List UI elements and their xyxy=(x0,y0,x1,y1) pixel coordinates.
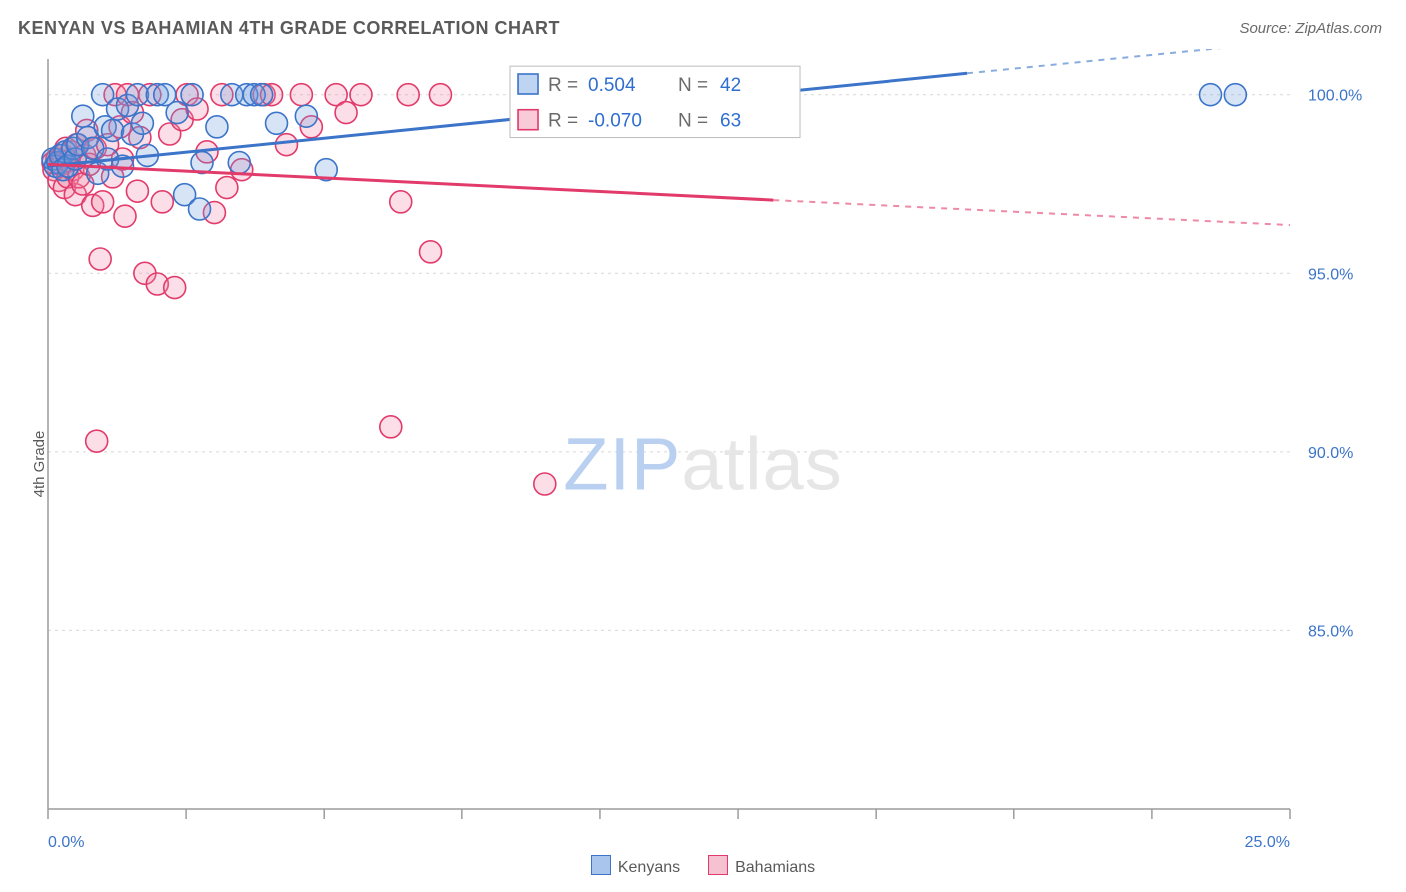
data-point xyxy=(131,112,153,134)
stat-legend-swatch xyxy=(518,110,538,130)
data-point xyxy=(266,112,288,134)
stat-legend-text: 0.504 xyxy=(588,75,636,96)
legend-swatch xyxy=(591,855,611,875)
y-tick-label: 90.0% xyxy=(1308,445,1353,462)
source-label: Source: ZipAtlas.com xyxy=(1239,20,1382,37)
stat-legend-text: N = xyxy=(678,111,708,132)
stat-legend-text: R = xyxy=(548,75,578,96)
y-tick-label: 85.0% xyxy=(1308,623,1353,640)
data-point xyxy=(164,277,186,299)
data-point xyxy=(189,198,211,220)
data-point xyxy=(181,84,203,106)
data-point xyxy=(1200,84,1222,106)
data-point xyxy=(89,248,111,270)
data-point xyxy=(397,84,419,106)
y-axis-label: 4th Grade xyxy=(31,431,48,498)
chart-title: KENYAN VS BAHAMIAN 4TH GRADE CORRELATION… xyxy=(18,18,560,39)
x-tick-label: 25.0% xyxy=(1245,834,1290,851)
data-point xyxy=(228,152,250,174)
data-point xyxy=(429,84,451,106)
header: KENYAN VS BAHAMIAN 4TH GRADE CORRELATION… xyxy=(0,0,1406,49)
stat-legend-text: 63 xyxy=(720,111,741,132)
data-point xyxy=(206,116,228,138)
trend-line-ext xyxy=(967,49,1290,73)
legend-item: Kenyans xyxy=(591,855,680,877)
legend-label: Bahamians xyxy=(735,859,815,876)
data-point xyxy=(126,180,148,202)
y-tick-label: 100.0% xyxy=(1308,88,1362,105)
data-point xyxy=(126,84,148,106)
stat-legend-text: 42 xyxy=(720,75,741,96)
legend-bottom: Kenyans Bahamians xyxy=(0,855,1406,877)
trend-line-ext xyxy=(773,200,1290,225)
y-tick-label: 95.0% xyxy=(1308,266,1353,283)
scatter-chart: 85.0% 90.0% 95.0% 100.0% 0.0% 25.0% R = 0.504 N… xyxy=(0,49,1406,879)
data-point xyxy=(534,473,556,495)
data-point xyxy=(390,191,412,213)
data-point xyxy=(114,205,136,227)
data-point xyxy=(350,84,372,106)
data-point xyxy=(251,84,273,106)
data-point xyxy=(216,177,238,199)
data-point xyxy=(1224,84,1246,106)
stat-legend-text: R = xyxy=(548,111,578,132)
legend-label: Kenyans xyxy=(618,859,680,876)
legend-item: Bahamians xyxy=(708,855,815,877)
stat-legend-text: N = xyxy=(678,75,708,96)
data-point xyxy=(72,105,94,127)
data-point xyxy=(295,105,317,127)
data-point xyxy=(151,191,173,213)
data-point xyxy=(335,102,357,124)
data-point xyxy=(380,416,402,438)
data-point xyxy=(166,102,188,124)
data-point xyxy=(290,84,312,106)
data-point xyxy=(275,134,297,156)
data-point xyxy=(102,119,124,141)
stat-legend-swatch xyxy=(518,74,538,94)
data-point xyxy=(86,430,108,452)
data-point xyxy=(92,191,114,213)
chart-container: 4th Grade ZIPatlas 85.0%90.0%95.0%100.0%… xyxy=(0,49,1406,879)
data-point xyxy=(420,241,442,263)
x-tick-label: 0.0% xyxy=(48,834,84,851)
stat-legend-text: -0.070 xyxy=(588,111,642,132)
legend-swatch xyxy=(708,855,728,875)
